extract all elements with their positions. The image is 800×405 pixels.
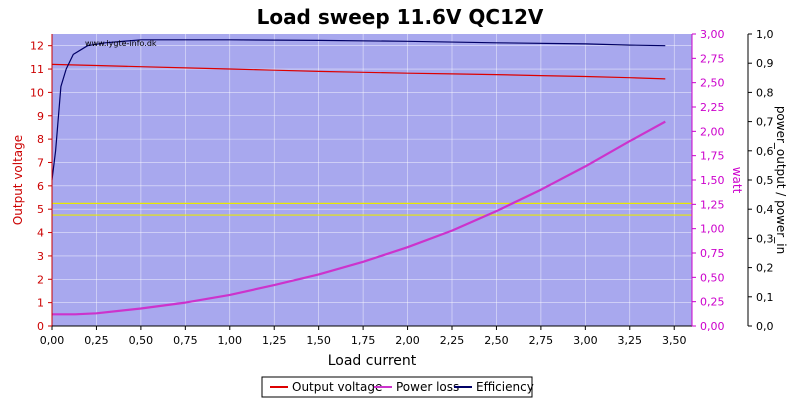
efficiency-tick-label: 1,0 — [756, 28, 774, 41]
chart-title: Load sweep 11.6V QC12V — [257, 5, 544, 29]
efficiency-tick-label: 0,8 — [756, 86, 774, 99]
watt-tick-label: 2,25 — [700, 101, 725, 114]
watt-tick-label: 1,50 — [700, 174, 725, 187]
left-tick-label: 11 — [30, 63, 44, 76]
x-tick-label: 1,75 — [351, 334, 376, 347]
left-tick-label: 3 — [37, 250, 44, 263]
x-tick-label: 2,50 — [484, 334, 509, 347]
watermark: www.lygte-info.dk — [85, 39, 157, 48]
left-tick-label: 2 — [37, 273, 44, 286]
right-axis-label-efficiency: power_output / power_in — [774, 106, 788, 254]
efficiency-tick-label: 0,7 — [756, 116, 774, 129]
left-tick-label: 5 — [37, 203, 44, 216]
x-tick-label: 3,50 — [662, 334, 687, 347]
x-tick-label: 3,25 — [618, 334, 643, 347]
x-axis-label: Load current — [328, 353, 417, 369]
legend-label: Output voltage — [292, 380, 382, 394]
watt-tick-label: 1,25 — [700, 198, 725, 211]
efficiency-tick-label: 0,9 — [756, 57, 774, 70]
x-tick-label: 2,75 — [529, 334, 554, 347]
x-tick-label: 1,00 — [218, 334, 243, 347]
watt-tick-label: 0,50 — [700, 271, 725, 284]
watt-tick-label: 0,00 — [700, 320, 725, 333]
x-tick-label: 3,00 — [573, 334, 598, 347]
watt-tick-label: 1,00 — [700, 223, 725, 236]
left-axis-label: Output voltage — [11, 135, 25, 225]
watt-tick-label: 2,00 — [700, 125, 725, 138]
efficiency-tick-label: 0,5 — [756, 174, 774, 187]
right-axis-label-watt: watt — [730, 167, 744, 194]
left-tick-label: 12 — [30, 40, 44, 53]
series-line-0 — [51, 63, 666, 80]
efficiency-tick-label: 0,1 — [756, 291, 774, 304]
x-tick-label: 0,50 — [129, 334, 154, 347]
left-tick-label: 10 — [30, 86, 44, 99]
watt-tick-label: 2,50 — [700, 77, 725, 90]
watt-tick-label: 3,00 — [700, 28, 725, 41]
x-tick-label: 2,00 — [395, 334, 420, 347]
efficiency-tick-label: 0,4 — [756, 203, 774, 216]
left-tick-label: 8 — [37, 133, 44, 146]
x-tick-label: 2,25 — [440, 334, 465, 347]
legend-label: Power loss — [396, 380, 459, 394]
plot-area — [52, 34, 692, 326]
efficiency-tick-label: 0,0 — [756, 320, 774, 333]
axes: 0,00 0,25 0,50 0,75 1,00 1,25 1,50 1,75 2,00 2,25… — [30, 28, 774, 347]
grid-lines — [51, 34, 692, 327]
series-line-1 — [52, 120, 666, 316]
series-lines — [51, 39, 666, 316]
legend-box — [261, 376, 533, 398]
legend-label: Efficiency — [476, 380, 534, 394]
reference-lines — [52, 202, 692, 216]
series-line-2 — [51, 39, 666, 181]
left-tick-label: 7 — [37, 156, 44, 169]
x-tick-label: 1,25 — [262, 334, 287, 347]
efficiency-tick-label: 0,6 — [756, 145, 774, 158]
efficiency-tick-label: 0,2 — [756, 262, 774, 275]
legend: Output voltage Power loss Efficiency — [261, 376, 534, 398]
x-tick-label: 0,75 — [173, 334, 198, 347]
watt-tick-label: 2,75 — [700, 52, 725, 65]
x-tick-label: 1,50 — [306, 334, 331, 347]
left-tick-label: 4 — [37, 227, 44, 240]
efficiency-tick-label: 0,3 — [756, 232, 774, 245]
watt-tick-label: 1,75 — [700, 150, 725, 163]
watt-tick-label: 0,25 — [700, 296, 725, 309]
left-tick-label: 6 — [37, 180, 44, 193]
left-tick-label: 9 — [37, 110, 44, 123]
watt-tick-label: 0,75 — [700, 247, 725, 260]
x-tick-label: 0,00 — [40, 334, 65, 347]
left-tick-label: 0 — [37, 320, 44, 333]
x-tick-label: 0,25 — [84, 334, 109, 347]
left-tick-label: 1 — [37, 297, 44, 310]
